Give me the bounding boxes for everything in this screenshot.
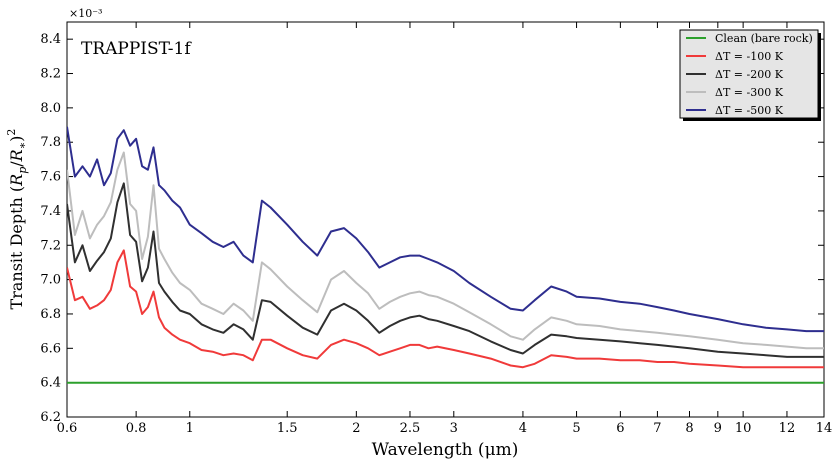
axis-ticks: 0.6 0.8 1 1.5 2 2.5 3 4 5 6 7 8 9 10 12 14 6.2 6.4 6.6 6.8 7… [40, 22, 832, 436]
x-tick-label: 8 [685, 421, 693, 436]
y-tick-label: 8.0 [40, 101, 61, 116]
x-tick-label: 0.8 [126, 421, 147, 436]
x-axis-label: Wavelength (μm) [372, 440, 519, 460]
series-line-2 [67, 182, 824, 358]
y-tick-label: 7.2 [40, 238, 61, 253]
y-tick-label: 6.4 [40, 376, 61, 391]
y-tick-label: 7.0 [40, 273, 61, 288]
legend-label: ΔT = -500 K [715, 104, 784, 117]
y-tick-label: 7.8 [40, 135, 61, 150]
x-tick-label: 5 [572, 421, 580, 436]
legend-label: ΔT = -200 K [715, 68, 784, 81]
series-line-4 [67, 126, 824, 333]
x-tick-label: 1 [186, 421, 194, 436]
y-tick-label: 8.4 [40, 32, 61, 47]
x-tick-label: 2 [352, 421, 360, 436]
y-multiplier: ×10⁻³ [69, 7, 102, 20]
x-tick-label: 7 [653, 421, 661, 436]
x-tick-label: 1.5 [277, 421, 298, 436]
series-line-3 [67, 151, 824, 350]
y-tick-label: 7.4 [40, 204, 61, 219]
legend-items: Clean (bare rock) ΔT = -100 K ΔT = -200 K Δ… [686, 32, 813, 117]
chart-title: TRAPPIST-1f [81, 39, 192, 59]
y-axis-label: Transit Depth (Rp/R∗)2 [5, 129, 29, 310]
x-tick-label: 10 [735, 421, 752, 436]
y-tick-label: 6.2 [40, 410, 61, 425]
x-tick-label: 4 [519, 421, 527, 436]
y-tick-label: 6.8 [40, 307, 61, 322]
x-tick-label: 6 [616, 421, 624, 436]
x-tick-label: 0.6 [57, 421, 78, 436]
legend: Clean (bare rock) ΔT = -100 K ΔT = -200 K Δ… [679, 29, 821, 121]
x-tick-label: 2.5 [400, 421, 421, 436]
x-tick-label: 12 [779, 421, 796, 436]
series-line-1 [67, 249, 824, 369]
x-tick-label: 14 [816, 421, 833, 436]
x-tick-label: 3 [450, 421, 458, 436]
y-tick-label: 7.6 [40, 170, 61, 185]
legend-label: Clean (bare rock) [715, 32, 813, 45]
y-tick-label: 8.2 [40, 67, 61, 82]
legend-label: ΔT = -300 K [715, 86, 784, 99]
series-layer [67, 126, 824, 384]
legend-label: ΔT = -100 K [715, 50, 784, 63]
y-tick-label: 6.6 [40, 341, 61, 356]
x-tick-label: 9 [714, 421, 722, 436]
